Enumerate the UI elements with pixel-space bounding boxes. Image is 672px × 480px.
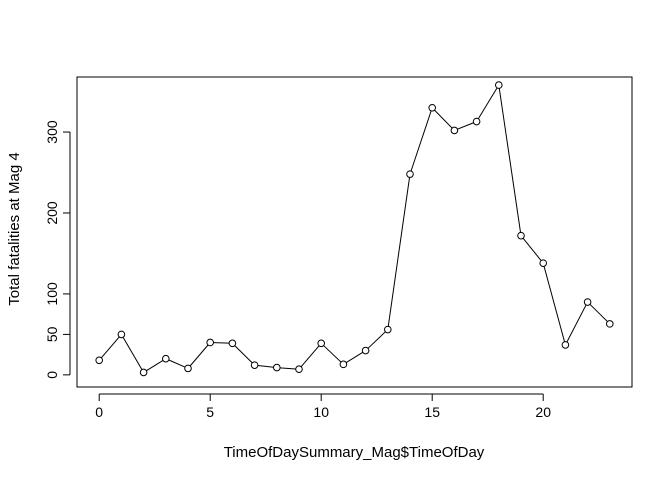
data-point bbox=[228, 339, 237, 348]
x-axis: 0 5 10 15 20 bbox=[95, 393, 551, 420]
x-axis-label: TimeOfDaySummary_Mag$TimeOfDay bbox=[224, 444, 485, 461]
data-point bbox=[583, 298, 592, 306]
series-segment bbox=[234, 345, 253, 364]
data-point bbox=[428, 103, 437, 112]
series-segment bbox=[189, 344, 209, 367]
series-segment bbox=[122, 336, 143, 370]
series-segment bbox=[168, 359, 186, 368]
data-point bbox=[539, 259, 548, 267]
data-point bbox=[339, 360, 348, 369]
series-segment bbox=[543, 266, 566, 342]
y-tick-label: 100 bbox=[44, 282, 60, 306]
series-segment bbox=[477, 87, 498, 119]
series-segment bbox=[566, 304, 587, 343]
data-point bbox=[317, 339, 326, 348]
x-tick-label: 5 bbox=[206, 404, 214, 420]
series-segment bbox=[434, 109, 453, 129]
series-segment bbox=[457, 122, 474, 130]
y-tick-label: 50 bbox=[44, 326, 60, 342]
data-point bbox=[295, 365, 303, 373]
series-segment bbox=[498, 88, 522, 233]
data-point bbox=[472, 117, 481, 126]
data-point bbox=[184, 364, 192, 373]
series-segment bbox=[146, 359, 164, 372]
data-point bbox=[162, 354, 170, 363]
data-point bbox=[117, 330, 126, 339]
y-axis-label: Total fatalities at Mag 4 bbox=[6, 152, 23, 305]
data-point bbox=[95, 356, 103, 365]
data-point bbox=[561, 341, 570, 349]
data-point bbox=[450, 126, 459, 135]
y-tick-label: 0 bbox=[44, 371, 60, 379]
data-point bbox=[495, 81, 503, 89]
data-point bbox=[206, 338, 214, 347]
x-tick-label: 20 bbox=[535, 404, 551, 420]
data-point bbox=[606, 320, 614, 328]
series-segment bbox=[323, 345, 342, 363]
series-segment bbox=[345, 351, 364, 364]
series-segment bbox=[367, 331, 386, 349]
x-tick-label: 0 bbox=[95, 404, 103, 420]
data-series bbox=[95, 81, 614, 377]
data-point bbox=[361, 346, 370, 355]
y-tick-label: 300 bbox=[44, 120, 60, 144]
series-segment bbox=[589, 303, 608, 322]
x-tick-label: 10 bbox=[313, 404, 329, 420]
data-point bbox=[139, 368, 148, 377]
data-point bbox=[250, 361, 259, 369]
data-point bbox=[406, 170, 414, 178]
series-segment bbox=[522, 237, 542, 261]
x-tick-label: 15 bbox=[424, 404, 440, 420]
data-point bbox=[517, 231, 525, 240]
series-segment bbox=[213, 342, 230, 344]
data-point bbox=[273, 363, 281, 372]
series-segment bbox=[100, 336, 120, 359]
series-segment bbox=[257, 365, 274, 368]
data-point bbox=[384, 325, 392, 334]
plot-frame bbox=[76, 76, 633, 388]
y-axis: 0 50 100 200 300 bbox=[44, 120, 71, 379]
series-segment bbox=[387, 177, 411, 327]
series-segment bbox=[280, 367, 296, 370]
series-segment bbox=[300, 345, 320, 368]
y-tick-label: 200 bbox=[44, 201, 60, 225]
series-segment bbox=[410, 110, 432, 172]
